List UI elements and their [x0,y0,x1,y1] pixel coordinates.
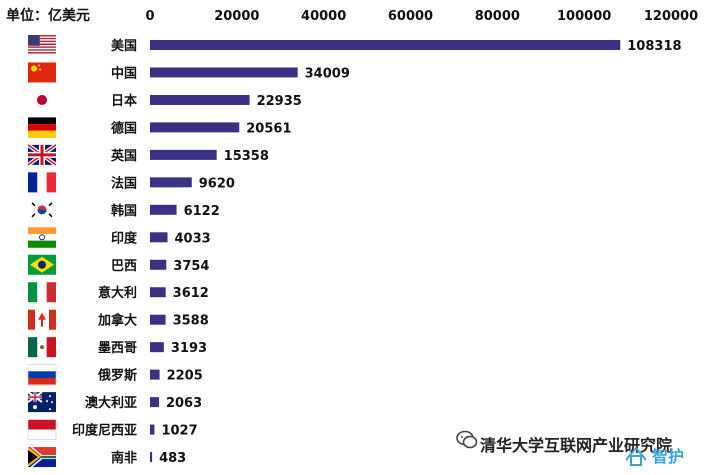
category-label: 墨西哥 [98,340,137,356]
brazil-flag [28,254,56,275]
value-label: 15358 [224,149,269,164]
south-africa-flag [28,446,56,468]
japan-flag [28,89,56,110]
category-label: 韩国 [111,203,137,219]
mexico-flag [28,337,56,358]
korea-flag [28,199,56,220]
category-label: 德国 [111,120,137,136]
x-tick-label: 40000 [301,9,346,24]
australia-flag [27,391,56,413]
category-label: 南非 [111,450,137,466]
x-tick-label: 60000 [388,9,433,24]
value-label: 3754 [173,259,209,274]
category-label: 意大利 [98,285,137,301]
category-label: 巴西 [111,259,137,274]
france-flag [28,172,56,193]
bar [150,122,240,133]
russia-flag [27,364,57,386]
value-label: 108318 [627,39,681,54]
us-flag [28,35,56,55]
category-label: 美国 [111,38,137,54]
watermark: 清华大学互联网产业研究院 [480,436,673,455]
category-label: 印度 [111,230,138,246]
canada-flag [28,309,56,330]
bar [150,452,153,463]
bar [150,177,192,188]
category-label: 加拿大 [97,313,137,329]
value-label: 3612 [173,286,209,301]
bar [150,259,167,270]
bar [150,149,217,160]
bar [150,204,177,215]
indonesia-flag [27,419,57,440]
bar [150,40,621,50]
uk-flag [26,143,58,167]
bar [150,314,166,325]
category-label: 英国 [110,148,137,164]
bar [150,67,298,78]
india-flag [28,227,56,248]
china-flag [28,62,56,83]
bar [150,369,160,380]
x-tick-label: 100000 [557,9,611,24]
x-tick-label: 120000 [644,9,698,24]
x-tick-label: 0 [145,9,154,24]
value-label: 3588 [173,314,209,329]
value-label: 2205 [167,369,203,384]
value-label: 483 [159,451,186,466]
category-label: 日本 [111,93,137,109]
bar [150,232,168,243]
wechat-icon [456,430,478,449]
value-label: 22935 [257,94,302,109]
value-label: 3193 [171,341,207,356]
value-label: 2063 [166,396,202,411]
logo-text: 智护 [652,447,684,466]
bar [150,94,250,105]
logo: 智护 [625,446,684,466]
x-tick-label: 20000 [214,9,259,24]
value-label: 6122 [184,204,220,219]
category-label: 俄罗斯 [97,368,137,384]
value-label: 20561 [246,121,291,136]
value-label: 9620 [199,176,235,191]
x-tick-label: 80000 [475,9,520,24]
value-label: 34009 [305,66,350,81]
category-label: 中国 [111,65,137,81]
bar [150,342,164,353]
unit-label: 单位：亿美元 [6,8,90,24]
category-label: 印度尼西亚 [72,423,137,439]
value-label: 4033 [175,231,211,246]
value-label: 1027 [161,424,197,439]
italy-flag [28,282,56,303]
bar [150,287,166,298]
bar [150,397,159,408]
bar [150,424,155,435]
category-label: 法国 [111,175,137,191]
germany-flag [28,117,56,138]
category-label: 澳大利亚 [85,395,137,411]
